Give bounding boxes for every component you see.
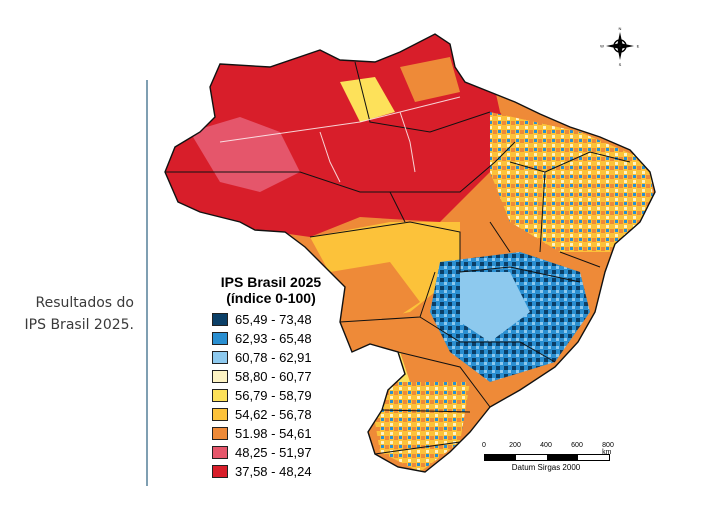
legend-swatch	[212, 446, 228, 459]
compass-w: W	[600, 44, 604, 49]
compass-s: S	[619, 62, 622, 67]
legend-item: 65,49 - 73,48	[206, 310, 336, 329]
legend-item: 62,93 - 65,48	[206, 329, 336, 348]
caption-line-1: Resultados do	[35, 295, 135, 311]
legend-item: 56,79 - 58,79	[206, 386, 336, 405]
scale-ticks: 0 200 400 600 800 km	[482, 442, 614, 456]
legend-swatch	[212, 389, 228, 402]
scale-bar-graphic	[484, 454, 610, 461]
caption-line-2: IPS Brasil 2025.	[24, 317, 134, 333]
legend-label: 62,93 - 65,48	[235, 331, 312, 346]
legend-label: 51.98 - 54,61	[235, 426, 312, 441]
scale-tick: 200	[509, 442, 521, 449]
legend-label: 54,62 - 56,78	[235, 407, 312, 422]
map-caption: Resultados do IPS Brasil 2025.	[14, 292, 134, 336]
legend-items: 65,49 - 73,48 62,93 - 65,48 60,78 - 62,9…	[206, 310, 336, 481]
legend-item: 58,80 - 60,77	[206, 367, 336, 386]
scale-tick: 400	[540, 442, 552, 449]
datum-label: Datum Sirgas 2000	[511, 463, 581, 472]
compass-rose-icon: N S E W	[600, 26, 640, 67]
compass-n: N	[619, 26, 622, 31]
legend-item: 51.98 - 54,61	[206, 424, 336, 443]
legend-label: 65,49 - 73,48	[235, 312, 312, 327]
map-legend: IPS Brasil 2025 (índice 0-100) 65,49 - 7…	[206, 274, 336, 481]
scale-bar: 0 200 400 600 800 km Datum Sirgas 2000	[482, 442, 614, 472]
scale-tick: 800 km	[602, 442, 614, 456]
legend-label: 56,79 - 58,79	[235, 388, 312, 403]
legend-label: 37,58 - 48,24	[235, 464, 312, 479]
caption-divider	[146, 80, 148, 486]
legend-swatch	[212, 313, 228, 326]
legend-label: 60,78 - 62,91	[235, 350, 312, 365]
legend-swatch	[212, 370, 228, 383]
legend-swatch	[212, 427, 228, 440]
legend-swatch	[212, 408, 228, 421]
scale-tick: 600	[571, 442, 583, 449]
compass-e: E	[637, 44, 640, 49]
scale-tick: 0	[482, 442, 486, 449]
legend-label: 58,80 - 60,77	[235, 369, 312, 384]
legend-swatch	[212, 351, 228, 364]
legend-swatch	[212, 332, 228, 345]
legend-item: 48,25 - 51,97	[206, 443, 336, 462]
legend-title: IPS Brasil 2025 (índice 0-100)	[206, 274, 336, 306]
legend-swatch	[212, 465, 228, 478]
legend-label: 48,25 - 51,97	[235, 445, 312, 460]
brazil-map	[164, 33, 656, 473]
legend-item: 54,62 - 56,78	[206, 405, 336, 424]
legend-item: 37,58 - 48,24	[206, 462, 336, 481]
legend-title-line-2: (índice 0-100)	[226, 290, 316, 306]
legend-title-line-1: IPS Brasil 2025	[220, 274, 322, 290]
legend-item: 60,78 - 62,91	[206, 348, 336, 367]
